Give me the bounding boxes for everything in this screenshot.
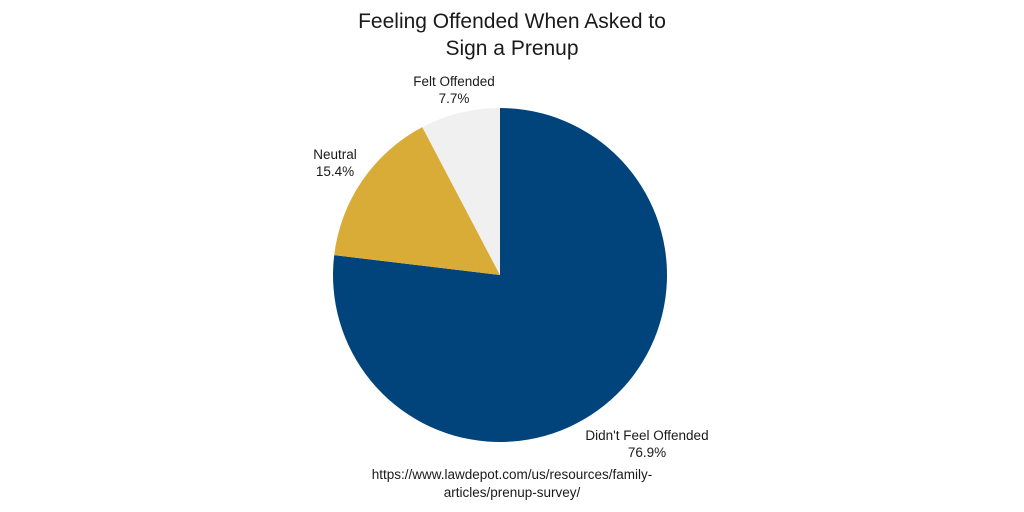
pie-slice-didn-t-feel-offended xyxy=(333,108,668,442)
slice-label-neutral: Neutral xyxy=(313,147,357,162)
source-url-line-1[interactable]: https://www.lawdepot.com/us/resources/fa… xyxy=(371,467,653,482)
slice-label-didn-t-feel-offended: Didn't Feel Offended xyxy=(585,428,708,443)
slice-label-felt-offended: Felt Offended xyxy=(413,74,495,89)
source-url-line-2[interactable]: articles/prenup-survey/ xyxy=(443,485,581,500)
slice-value-label-didn-t-feel-offended: 76.9% xyxy=(628,445,666,460)
chart-title-line-2: Sign a Prenup xyxy=(445,37,579,60)
slice-value-label-neutral: 15.4% xyxy=(316,164,354,179)
chart-title-line-1: Feeling Offended When Asked to xyxy=(358,10,666,33)
pie-slice-felt-offended xyxy=(422,108,500,275)
pie-slice-neutral xyxy=(334,127,500,275)
slice-value-label-felt-offended: 7.7% xyxy=(439,91,470,106)
